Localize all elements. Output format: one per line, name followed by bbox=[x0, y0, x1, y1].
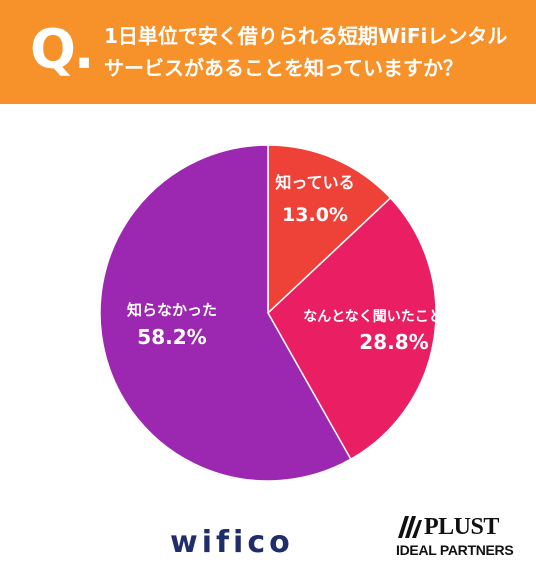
plust-mark-icon bbox=[398, 516, 422, 538]
question-text: 1日単位で安く借りられる短期WiFiレンタルサービスがあることを知っていますか？ bbox=[104, 24, 508, 80]
slice-label-heard: なんとなく聞いたことがある bbox=[303, 308, 485, 325]
wifico-logo: wifico bbox=[170, 525, 294, 560]
slice-label-didnt-know: 知らなかった bbox=[127, 301, 217, 319]
plust-subtitle: IDEAL PARTNERS bbox=[396, 542, 514, 558]
slice-label-knew: 知っている bbox=[275, 173, 354, 192]
pie-slice-didnt-know bbox=[99, 144, 352, 482]
slice-value-heard: 28.8% bbox=[359, 330, 428, 354]
q-mark: Q. bbox=[30, 18, 94, 81]
pie-chart: 知っている 13.0% なんとなく聞いたことがある 28.8% 知らなかった 58.2% bbox=[99, 144, 485, 482]
pie-labels: 知っている 13.0% なんとなく聞いたことがある 28.8% 知らなかった 58.2% bbox=[127, 173, 485, 354]
pie-slice-knew bbox=[267, 144, 392, 315]
slice-value-knew: 13.0% bbox=[282, 204, 348, 226]
plust-logo: PLUST IDEAL PARTNERS bbox=[394, 512, 526, 562]
slice-value-didnt-know: 58.2% bbox=[137, 325, 206, 349]
plust-name: PLUST bbox=[424, 514, 499, 540]
pie-slices bbox=[99, 144, 437, 482]
question-banner: Q. 1日単位で安く借りられる短期WiFiレンタルサービスがあることを知っていま… bbox=[0, 0, 536, 104]
pie-slice-heard bbox=[267, 196, 437, 461]
